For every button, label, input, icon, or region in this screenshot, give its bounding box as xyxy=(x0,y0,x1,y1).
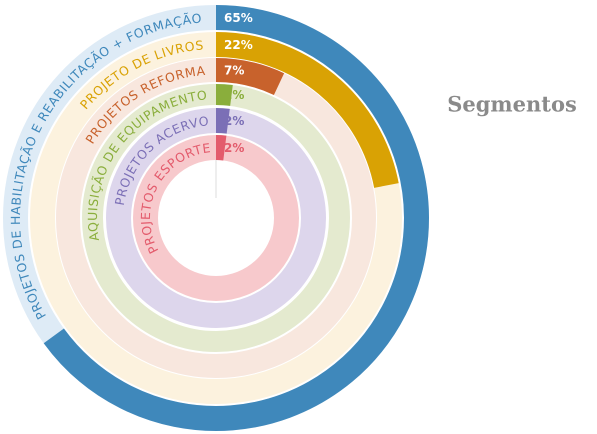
value-label: 2% xyxy=(224,141,244,155)
value-label: 2% xyxy=(224,88,244,102)
bar xyxy=(215,84,233,106)
chart-title: Segmentos xyxy=(447,92,577,117)
bar xyxy=(215,58,285,96)
bar xyxy=(215,32,399,188)
value-label: 2% xyxy=(224,114,244,128)
bar xyxy=(215,135,227,161)
value-label: 7% xyxy=(224,64,244,78)
value-label: 22% xyxy=(224,38,253,52)
bar xyxy=(43,5,429,431)
value-label: 65% xyxy=(224,11,253,25)
bar xyxy=(215,108,230,134)
